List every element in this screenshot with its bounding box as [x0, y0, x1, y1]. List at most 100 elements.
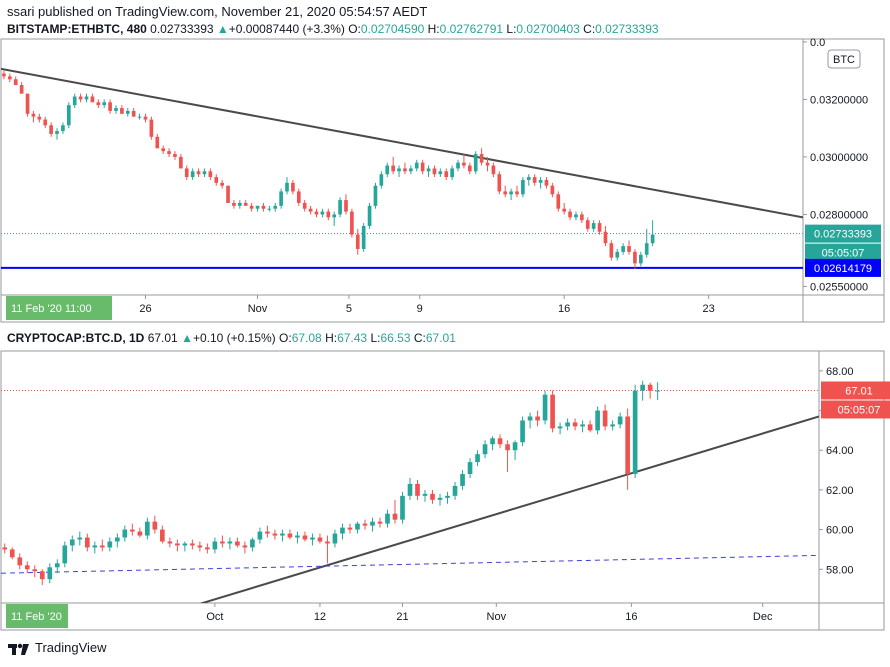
candle-body — [420, 162, 425, 172]
candle-body — [287, 533, 293, 538]
candle-body — [208, 171, 213, 178]
candle-body — [497, 438, 503, 445]
candle-body — [379, 174, 384, 186]
candle-body — [497, 174, 502, 192]
candle-body — [114, 537, 120, 542]
candle-body — [161, 148, 165, 152]
candle-body — [190, 171, 195, 178]
candle-body — [538, 179, 543, 183]
candle-body — [257, 531, 263, 540]
x-tick-label: 16 — [625, 611, 637, 623]
candle-body — [609, 243, 614, 258]
candle-body — [202, 171, 207, 175]
candle-body — [152, 521, 158, 530]
candle-body — [505, 444, 510, 451]
candle-body — [467, 165, 472, 172]
candle-body — [326, 211, 331, 218]
candle-body — [535, 416, 540, 421]
candle-body — [84, 537, 90, 548]
candle-body — [17, 557, 23, 566]
candle-body — [250, 539, 255, 548]
candle-body — [450, 168, 454, 178]
candle-body — [397, 168, 401, 172]
x-tick-label: 26 — [139, 303, 151, 315]
btcd-high: 67.43 — [337, 331, 368, 345]
candle-body — [235, 541, 240, 546]
x-tick-label: 12 — [314, 611, 326, 623]
candle-body — [61, 125, 65, 132]
x-tick-label: Oct — [206, 611, 223, 623]
candle-body — [445, 495, 450, 498]
candle-body — [205, 547, 210, 550]
candle-body — [438, 171, 443, 175]
pane-frame — [0, 38, 885, 323]
y-tick-label: 60.00 — [826, 525, 854, 537]
candle-body — [332, 214, 337, 218]
candle-body — [272, 533, 278, 536]
candle-body — [265, 531, 270, 534]
candle-body — [302, 202, 307, 209]
candle-body — [78, 96, 83, 100]
tradingview-logo-icon — [8, 643, 29, 655]
candle-body — [627, 246, 631, 252]
btcd-low: 66.53 — [380, 331, 411, 345]
candle-body — [261, 205, 266, 209]
candle-body — [557, 426, 563, 429]
y-tick-label: 68.00 — [826, 366, 854, 378]
candle-body — [167, 151, 171, 155]
candle-body — [512, 442, 518, 451]
ethbtc-high: 0.02762791 — [439, 22, 504, 36]
candle-body — [120, 108, 124, 114]
candle-body — [66, 105, 71, 126]
candle-body — [220, 182, 224, 186]
candle-body — [400, 495, 405, 520]
btcd-change: +0.10 (+0.15%) — [192, 331, 276, 345]
countdown-label: 05:05:07 — [822, 248, 865, 260]
candle-body — [332, 533, 338, 544]
candle-body — [338, 200, 342, 215]
up-arrow-icon: ▲ — [181, 331, 193, 345]
candle-body — [137, 531, 143, 536]
candle-body — [69, 539, 75, 546]
candle-body — [108, 102, 112, 111]
candle-body — [122, 529, 128, 538]
candle-body — [179, 156, 183, 169]
candle-body — [279, 191, 283, 206]
candle-body — [462, 162, 466, 166]
candle-body — [475, 454, 480, 463]
candle-body — [302, 535, 308, 540]
x-tick-label: 21 — [396, 611, 408, 623]
candle-body — [49, 125, 53, 134]
candle-body — [527, 416, 533, 421]
candle-body — [149, 119, 154, 137]
candle-body — [39, 571, 45, 580]
candle-body — [214, 177, 219, 183]
candle-body — [273, 205, 278, 209]
tradingview-logo[interactable]: TradingView — [8, 640, 107, 655]
candle-body — [361, 225, 366, 249]
candle-body — [526, 177, 531, 180]
last-price-badge — [821, 381, 890, 400]
candle-body — [99, 545, 105, 548]
candle-body — [562, 208, 566, 212]
candle-body — [640, 384, 645, 391]
y-tick-label: 64.00 — [826, 445, 854, 457]
candle-body — [31, 113, 36, 117]
candle-body — [143, 116, 148, 120]
candle-body — [392, 513, 398, 520]
pane-frame — [0, 350, 885, 631]
candle-body — [568, 211, 572, 218]
support-price-badge — [805, 258, 881, 277]
candle-body — [285, 182, 289, 192]
y-tick-label: 0.0 — [810, 37, 825, 49]
candle-body — [617, 416, 623, 425]
btcd-open: 67.08 — [291, 331, 322, 345]
plot-area — [1, 380, 819, 603]
currency-badge-label: BTC — [833, 54, 855, 66]
candle-body — [47, 567, 53, 580]
candle-body — [72, 96, 77, 106]
candle-body — [473, 154, 478, 172]
candle-body — [114, 108, 118, 111]
y-tick-label: 58.00 — [826, 564, 854, 576]
